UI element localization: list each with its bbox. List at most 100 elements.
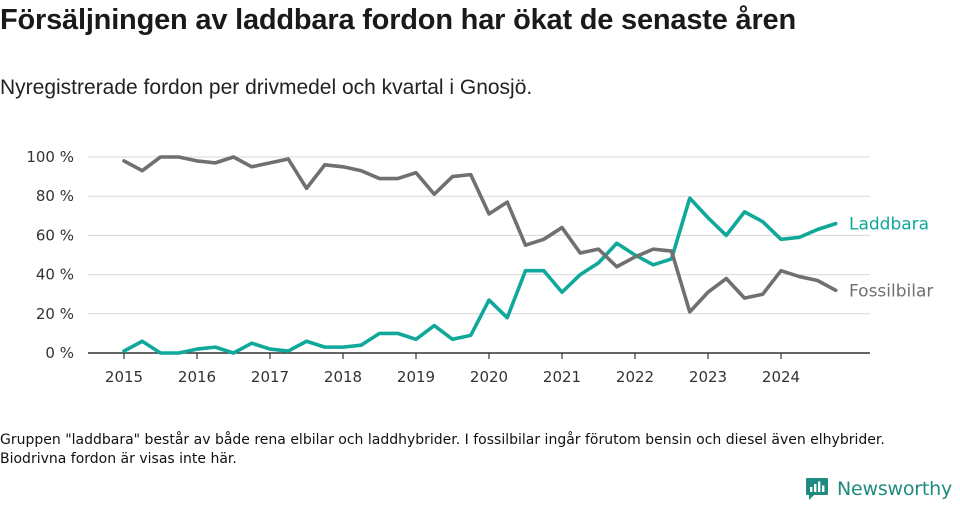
data-point-fossilbilar [779, 269, 783, 273]
data-point-laddbara [542, 269, 546, 273]
data-point-laddbara [414, 337, 418, 341]
data-point-laddbara [761, 220, 765, 224]
data-point-laddbara [816, 228, 820, 232]
data-point-laddbara [432, 324, 436, 328]
data-point-laddbara [797, 236, 801, 240]
data-point-fossilbilar [834, 288, 838, 292]
data-point-fossilbilar [341, 165, 345, 169]
data-point-laddbara [688, 196, 692, 200]
y-tick-label: 0 % [45, 344, 74, 362]
data-point-fossilbilar [396, 177, 400, 181]
data-point-fossilbilar [816, 279, 820, 283]
data-point-fossilbilar [487, 212, 491, 216]
data-point-fossilbilar [359, 169, 363, 173]
x-tick-label: 2022 [616, 368, 654, 386]
data-point-laddbara [451, 337, 455, 341]
data-point-fossilbilar [232, 155, 236, 159]
data-point-fossilbilar [378, 177, 382, 181]
data-point-fossilbilar [797, 275, 801, 279]
series-labels: Laddbara Fossilbilar [849, 215, 933, 302]
series-label-fossilbilar: Fossilbilar [849, 281, 933, 301]
data-point-fossilbilar [159, 155, 163, 159]
data-point-fossilbilar [140, 169, 144, 173]
series-line-laddbara [122, 196, 838, 355]
line-chart: 0 %20 %40 %60 %80 %100 % 2015 2016 2017 201… [26, 148, 933, 386]
data-point-laddbara [560, 290, 564, 294]
data-point-laddbara [159, 351, 163, 355]
data-point-fossilbilar [706, 290, 710, 294]
data-point-fossilbilar [560, 226, 564, 230]
data-point-fossilbilar [268, 161, 272, 165]
data-point-laddbara [250, 341, 254, 345]
data-point-laddbara [359, 343, 363, 347]
series-label-laddbara: Laddbara [849, 215, 929, 235]
data-point-laddbara [286, 349, 290, 353]
y-axis: 0 % 20 % 40 % 60 % 80 % 100 % [26, 148, 74, 362]
data-point-laddbara [140, 339, 144, 343]
data-point-laddbara [487, 298, 491, 302]
x-tick-label: 2021 [543, 368, 581, 386]
data-point-laddbara [396, 332, 400, 336]
data-point-laddbara [651, 263, 655, 267]
data-point-fossilbilar [451, 175, 455, 179]
data-point-laddbara [195, 347, 199, 351]
data-point-fossilbilar [414, 171, 418, 175]
data-point-fossilbilar [122, 159, 126, 163]
data-point-fossilbilar [724, 277, 728, 281]
data-point-laddbara [323, 345, 327, 349]
gridlines [88, 156, 870, 315]
data-point-laddbara [469, 334, 473, 338]
data-point-fossilbilar [286, 157, 290, 161]
y-tick-label: 80 % [36, 187, 74, 205]
data-point-laddbara [706, 216, 710, 220]
x-tick-label: 2016 [178, 368, 216, 386]
x-tick-label: 2015 [105, 368, 143, 386]
data-point-laddbara [378, 332, 382, 336]
data-point-laddbara [779, 238, 783, 242]
data-point-laddbara [341, 345, 345, 349]
data-point-fossilbilar [761, 292, 765, 296]
x-axis: 2015 2016 2017 2018 2019 2020 2021 2022 2023 2024 [88, 352, 870, 386]
data-point-fossilbilar [542, 238, 546, 242]
newsworthy-logo: Newsworthy [805, 474, 952, 504]
data-point-fossilbilar [432, 192, 436, 196]
data-point-laddbara [724, 234, 728, 238]
data-point-fossilbilar [505, 200, 509, 204]
y-tick-label: 60 % [36, 226, 74, 244]
data-point-fossilbilar [305, 187, 309, 191]
data-point-laddbara [305, 339, 309, 343]
x-tick-label: 2017 [251, 368, 289, 386]
x-tick-label: 2020 [470, 368, 508, 386]
series-lines [122, 155, 838, 355]
x-tick-label: 2023 [689, 368, 727, 386]
series-line-fossilbilar [122, 155, 838, 314]
data-point-laddbara [177, 351, 181, 355]
data-point-laddbara [743, 210, 747, 214]
data-point-laddbara [834, 222, 838, 226]
data-point-fossilbilar [670, 249, 674, 253]
brand-name: Newsworthy [837, 478, 953, 500]
data-point-laddbara [505, 316, 509, 320]
data-point-laddbara [268, 347, 272, 351]
data-point-laddbara [578, 273, 582, 277]
data-point-fossilbilar [688, 310, 692, 314]
y-tick-label: 20 % [36, 305, 74, 323]
data-point-fossilbilar [469, 173, 473, 177]
data-point-fossilbilar [743, 296, 747, 300]
data-point-laddbara [615, 241, 619, 245]
data-point-fossilbilar [633, 255, 637, 259]
x-tick-label: 2019 [397, 368, 435, 386]
data-point-fossilbilar [250, 165, 254, 169]
data-point-fossilbilar [195, 159, 199, 163]
data-point-fossilbilar [615, 265, 619, 269]
data-point-laddbara [232, 351, 236, 355]
chart-subtitle: Nyregistrerade fordon per drivmedel och … [0, 76, 533, 99]
data-point-fossilbilar [597, 247, 601, 251]
x-tick-label: 2018 [324, 368, 362, 386]
data-point-fossilbilar [651, 247, 655, 251]
data-point-laddbara [122, 349, 126, 353]
data-point-laddbara [597, 261, 601, 265]
data-point-fossilbilar [323, 163, 327, 167]
y-tick-label: 100 % [26, 148, 74, 166]
data-point-fossilbilar [213, 161, 217, 165]
